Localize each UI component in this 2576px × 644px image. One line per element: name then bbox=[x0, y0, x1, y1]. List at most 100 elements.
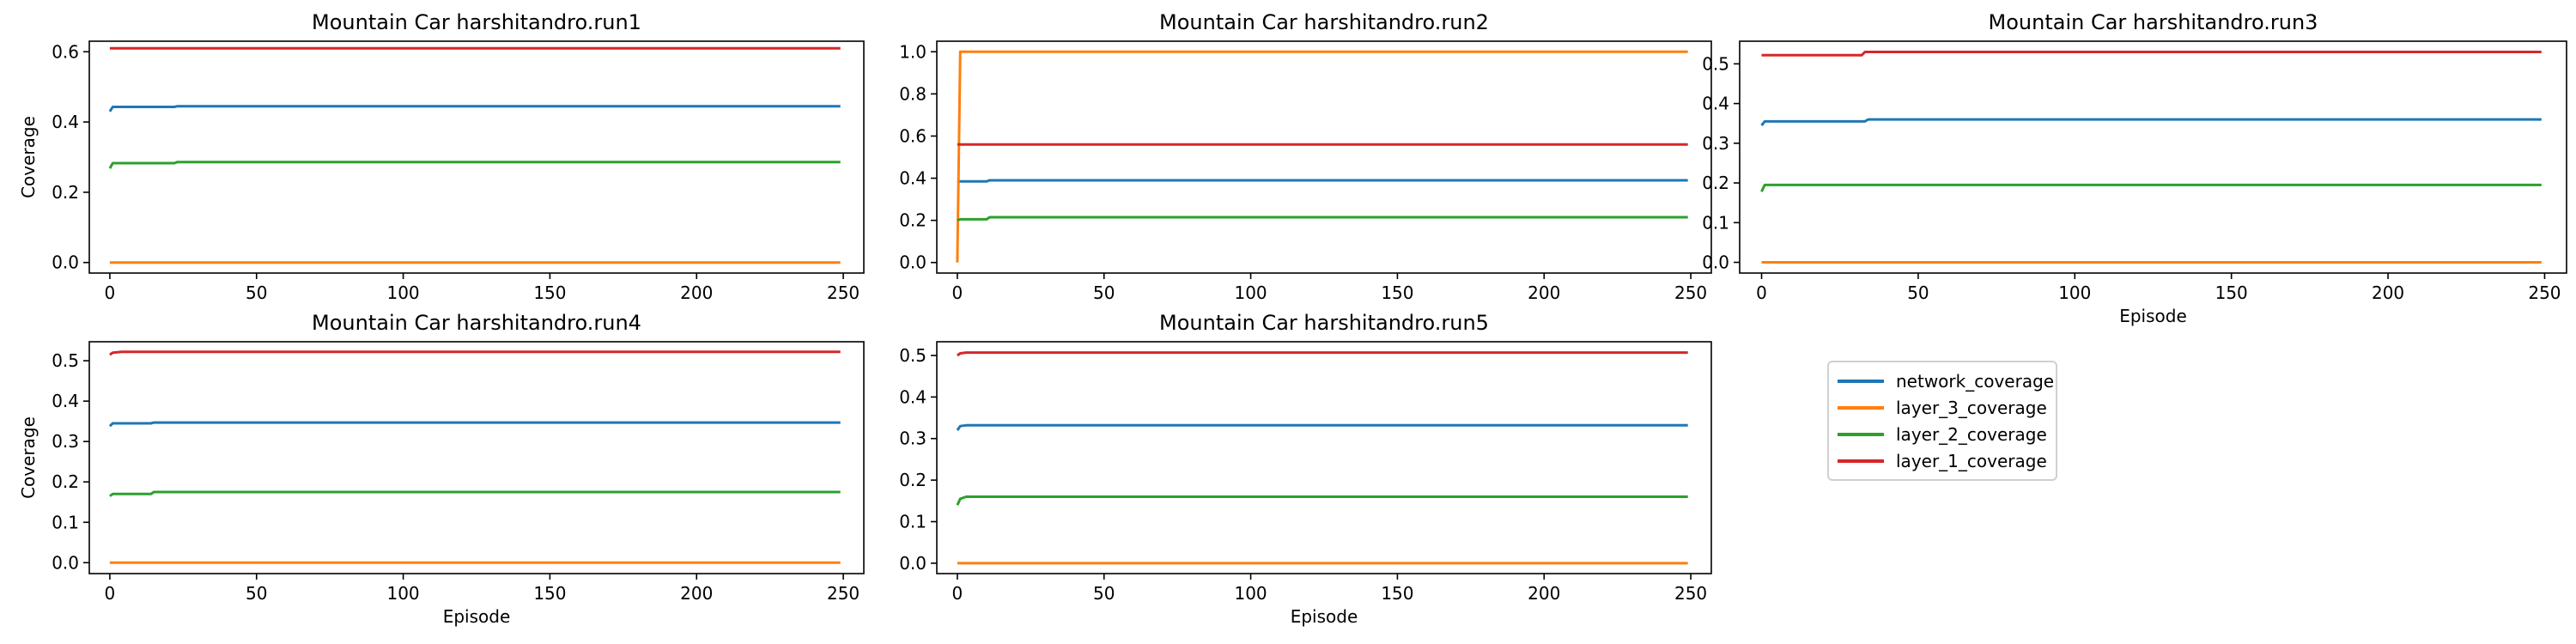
y-tick-label: 0.2 bbox=[1702, 173, 1729, 193]
x-tick-label: 200 bbox=[1528, 583, 1560, 604]
x-tick-label: 250 bbox=[2528, 283, 2561, 303]
y-axis-label: Coverage bbox=[18, 116, 39, 198]
y-axis-label: Coverage bbox=[18, 416, 39, 499]
y-tick-label: 0.0 bbox=[1702, 252, 1729, 273]
axes-frame bbox=[88, 40, 865, 274]
chart-panel-2: 0 50 100 150 200 250 0.0 0.2 0.4 0.6 0.8 1.0 Mountai… bbox=[899, 10, 1712, 303]
x-tick-label: 250 bbox=[1674, 583, 1707, 604]
x-tick-label: 0 bbox=[105, 283, 116, 303]
x-tick-label: 150 bbox=[533, 283, 566, 303]
y-tick-label: 0.6 bbox=[899, 125, 927, 146]
x-tick-label: 50 bbox=[1093, 283, 1115, 303]
x-tick-label: 50 bbox=[1093, 583, 1115, 604]
x-axis-label: Episode bbox=[1291, 606, 1358, 627]
x-axis-label: Episode bbox=[2119, 306, 2187, 326]
x-tick-label: 150 bbox=[1381, 283, 1413, 303]
y-tick-label: 0.1 bbox=[52, 512, 79, 532]
y-tick-label: 0.3 bbox=[1702, 133, 1729, 154]
x-tick-label: 150 bbox=[533, 583, 566, 604]
legend-label: layer_1_coverage bbox=[1896, 450, 2047, 471]
series-line-network-coverage bbox=[108, 105, 841, 112]
x-tick-label: 50 bbox=[246, 283, 267, 303]
legend-entry-network-coverage: network_coverage bbox=[1838, 368, 2054, 394]
y-tick-label: 0.5 bbox=[899, 345, 927, 366]
series-line-network-coverage bbox=[1760, 118, 2542, 126]
x-tick-label: 0 bbox=[1756, 283, 1767, 303]
x-tick-label: 250 bbox=[827, 283, 860, 303]
x-tick-label: 200 bbox=[680, 283, 713, 303]
series-line-layer-2-coverage bbox=[109, 490, 841, 497]
y-tick-label: 0.3 bbox=[52, 431, 79, 452]
series-line-layer-2-coverage bbox=[956, 495, 1688, 506]
y-tick-label: 0.3 bbox=[899, 428, 927, 449]
y-tick-label: 0.0 bbox=[899, 553, 927, 574]
x-tick-label: 200 bbox=[680, 583, 713, 604]
y-tick-label: 0.5 bbox=[52, 350, 79, 371]
y-tick-label: 0.4 bbox=[52, 391, 79, 411]
series-line-network-coverage bbox=[108, 421, 841, 428]
x-tick-label: 100 bbox=[2058, 283, 2091, 303]
y-tick-label: 0.5 bbox=[1702, 53, 1729, 74]
y-tick-label: 0.2 bbox=[52, 182, 79, 203]
axes-frame bbox=[1739, 40, 2567, 274]
chart-title: Mountain Car harshitandro.run1 bbox=[312, 10, 641, 34]
x-tick-label: 150 bbox=[2215, 283, 2248, 303]
series-line-network-coverage bbox=[957, 179, 1688, 184]
legend-entry-layer-3-coverage: layer_3_coverage bbox=[1838, 394, 2047, 421]
axes-frame bbox=[936, 40, 1712, 274]
chart-panel-5: 0 50 100 150 200 250 0.0 0.1 0.2 0.3 0.4 0.5 Mountai… bbox=[899, 311, 1712, 627]
chart-title: Mountain Car harshitandro.run3 bbox=[1989, 10, 2318, 34]
chart-panel-4: 0 50 100 150 200 250 0.0 0.1 0.2 0.3 0.4 0.5 Mountai… bbox=[18, 311, 865, 627]
x-tick-label: 0 bbox=[105, 583, 116, 604]
chart-legend: network_coverage layer_3_coverage layer_… bbox=[1827, 361, 2057, 481]
chart-title: Mountain Car harshitandro.run2 bbox=[1159, 10, 1489, 34]
x-tick-label: 200 bbox=[2372, 283, 2404, 303]
y-tick-label: 0.4 bbox=[899, 386, 927, 407]
x-tick-label: 100 bbox=[1234, 583, 1267, 604]
series-line-layer-1-coverage bbox=[957, 351, 1688, 357]
y-tick-label: 0.8 bbox=[899, 83, 927, 104]
x-tick-label: 100 bbox=[386, 283, 419, 303]
series-line-layer-2-coverage bbox=[1760, 183, 2542, 192]
y-tick-label: 0.4 bbox=[899, 168, 927, 189]
x-tick-label: 250 bbox=[827, 583, 860, 604]
y-tick-label: 0.0 bbox=[899, 252, 927, 273]
y-tick-label: 0.4 bbox=[1702, 94, 1729, 114]
chart-panel-3: 0 50 100 150 200 250 0.0 0.1 0.2 0.3 0.4 0.5 Mountai… bbox=[1702, 10, 2567, 326]
x-tick-label: 250 bbox=[1674, 283, 1707, 303]
legend-label: network_coverage bbox=[1896, 370, 2055, 392]
x-tick-label: 200 bbox=[1528, 283, 1560, 303]
y-tick-label: 1.0 bbox=[899, 41, 927, 62]
x-tick-label: 0 bbox=[952, 583, 963, 604]
series-line-layer-1-coverage bbox=[1761, 51, 2542, 57]
x-axis-label: Episode bbox=[443, 606, 511, 627]
x-tick-label: 0 bbox=[952, 283, 963, 303]
x-tick-label: 50 bbox=[246, 583, 267, 604]
series-line-layer-1-coverage bbox=[109, 350, 841, 356]
y-tick-label: 0.1 bbox=[899, 512, 927, 532]
chart-panel-1: 0 50 100 150 200 250 0.0 0.2 0.4 0.6 Mountain Car … bbox=[18, 10, 865, 303]
x-tick-label: 50 bbox=[1907, 283, 1929, 303]
series-line-layer-2-coverage bbox=[108, 161, 841, 169]
y-tick-label: 0.6 bbox=[52, 41, 79, 62]
y-tick-label: 0.0 bbox=[52, 252, 79, 273]
y-tick-label: 0.2 bbox=[52, 471, 79, 492]
legend-swatch bbox=[1838, 432, 1884, 436]
y-tick-label: 0.4 bbox=[52, 112, 79, 132]
series-line-network-coverage bbox=[956, 423, 1688, 431]
series-line-layer-3-coverage bbox=[956, 50, 1688, 263]
x-tick-label: 100 bbox=[1234, 283, 1267, 303]
x-tick-label: 150 bbox=[1381, 583, 1413, 604]
legend-entry-layer-1-coverage: layer_1_coverage bbox=[1838, 447, 2047, 474]
legend-swatch bbox=[1838, 405, 1884, 410]
legend-entry-layer-2-coverage: layer_2_coverage bbox=[1838, 421, 2047, 447]
series-line-layer-2-coverage bbox=[957, 216, 1688, 222]
legend-label: layer_2_coverage bbox=[1896, 423, 2047, 445]
chart-title: Mountain Car harshitandro.run4 bbox=[312, 311, 641, 335]
legend-label: layer_3_coverage bbox=[1896, 397, 2047, 418]
y-tick-label: 0.0 bbox=[52, 552, 79, 573]
x-tick-label: 100 bbox=[386, 583, 419, 604]
legend-swatch bbox=[1838, 379, 1884, 383]
y-tick-label: 0.1 bbox=[1702, 212, 1729, 233]
